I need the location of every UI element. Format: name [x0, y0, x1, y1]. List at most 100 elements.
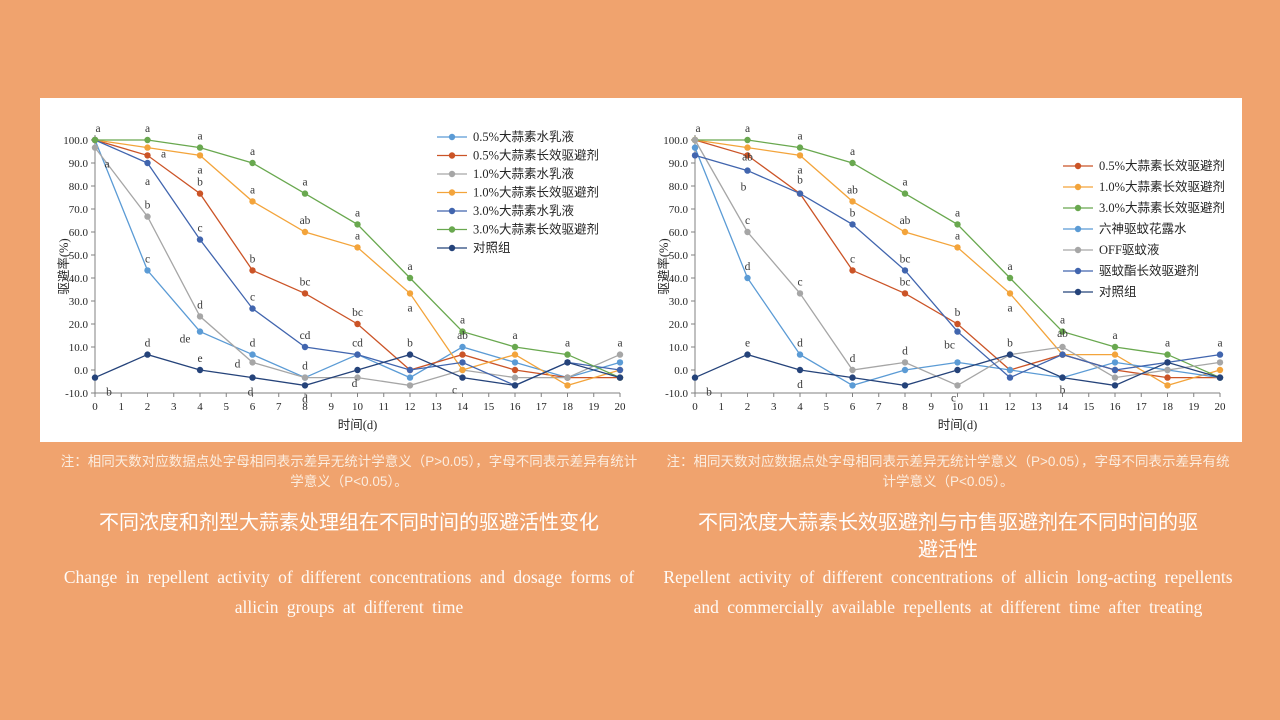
data-point [1164, 366, 1171, 374]
legend-marker-dot [448, 244, 456, 252]
data-point [459, 366, 466, 374]
x-tick-label: 20 [1215, 401, 1227, 413]
legend-label: 对照组 [473, 241, 511, 255]
y-tick-label: 0.0 [674, 365, 688, 377]
x-tick-label: 1 [719, 401, 725, 413]
data-point [249, 305, 256, 312]
significance-letter: a [955, 230, 960, 242]
data-point [691, 144, 699, 151]
data-point [796, 152, 804, 159]
x-tick-label: 18 [562, 401, 574, 413]
data-point [1216, 366, 1224, 374]
significance-letter: d [302, 393, 308, 405]
x-tick-label: 8 [302, 401, 308, 413]
data-point [144, 152, 151, 159]
legend-marker-dot [1074, 267, 1082, 275]
y-tick-label: 20.0 [669, 319, 689, 331]
significance-letter: a [850, 146, 855, 158]
data-point [91, 374, 99, 381]
data-point [849, 374, 856, 381]
significance-letter: b [407, 338, 413, 350]
right-title-english: Repellent activity of different concentr… [663, 567, 1233, 617]
legend-marker-dot [1074, 225, 1082, 233]
significance-letter: b [850, 207, 856, 219]
data-point [196, 190, 204, 197]
x-tick-label: 1 [119, 401, 125, 413]
data-point [849, 366, 856, 374]
data-point [744, 228, 751, 236]
significance-letter: b [1060, 385, 1066, 397]
legend-marker-dot [448, 226, 456, 233]
y-tick-label: 40.0 [69, 273, 89, 285]
data-point [954, 366, 961, 374]
significance-letter: b [106, 387, 112, 399]
significance-letter: a [617, 338, 622, 350]
data-point [564, 382, 571, 389]
data-point [691, 374, 699, 381]
significance-letter: b [250, 253, 256, 265]
significance-letter: d [235, 358, 241, 370]
significance-letter: a [407, 302, 412, 314]
significance-letter: ab [457, 330, 468, 342]
data-point [406, 374, 414, 381]
right-caption: 注：相同天数对应数据点处字母相同表示差异无统计学意义（P>0.05），字母不同表… [662, 452, 1234, 682]
x-tick-label: 11 [978, 401, 989, 413]
x-tick-label: 9 [329, 401, 335, 413]
x-tick-label: 0 [692, 401, 698, 413]
data-point [901, 366, 909, 374]
y-tick-label: 80.0 [69, 181, 89, 193]
series-line [695, 139, 1221, 379]
x-tick-label: 6 [850, 401, 856, 413]
data-point [744, 152, 751, 159]
legend-marker-dot [448, 152, 456, 159]
data-point [1059, 351, 1066, 358]
x-tick-label: 16 [1110, 401, 1122, 413]
significance-letter: e [197, 353, 202, 365]
significance-letter: d [250, 338, 256, 350]
data-point [1111, 343, 1119, 351]
legend-label: 驱蚊酯长效驱避剂 [1099, 263, 1199, 278]
series-line [94, 147, 621, 387]
data-point [144, 351, 151, 358]
data-point [954, 244, 961, 251]
significance-letter: a [355, 207, 360, 219]
y-tick-label: 60.0 [669, 227, 689, 239]
data-point [196, 144, 204, 151]
legend-marker-dot [448, 189, 456, 196]
data-point [1164, 351, 1171, 358]
x-tick-label: 19 [1188, 401, 1200, 413]
significance-letter: d [352, 378, 358, 390]
data-point [616, 351, 624, 358]
left-caption: 注：相同天数对应数据点处字母相同表示差异无统计学意义（P>0.05），字母不同表… [60, 452, 638, 662]
data-point [901, 359, 909, 366]
significance-letter: a [955, 207, 960, 219]
y-tick-label: 30.0 [669, 296, 689, 308]
data-point [354, 366, 361, 374]
legend-marker-dot [448, 170, 456, 178]
significance-letter: a [197, 131, 202, 143]
series-line [694, 139, 1220, 379]
significance-letter: a [797, 131, 802, 143]
data-point [459, 343, 466, 351]
y-tick-label: 20.0 [69, 319, 89, 331]
significance-letter: ab [300, 215, 311, 227]
y-tick-label: -10.0 [65, 388, 88, 400]
right-note: 注：相同天数对应数据点处字母相同表示差异无统计学意义（P>0.05），字母不同表… [666, 454, 1230, 489]
data-point [511, 351, 519, 358]
y-axis-title: 驱避率(%) [56, 238, 71, 294]
significance-letter: b [145, 200, 151, 212]
y-tick-label: 70.0 [69, 204, 89, 216]
data-point [301, 290, 309, 297]
data-point [954, 328, 961, 335]
legend-label: 六神驱蚊花露水 [1099, 221, 1187, 236]
data-point [1111, 374, 1119, 381]
significance-letter: e [745, 338, 750, 350]
data-point [1006, 351, 1014, 358]
data-point [301, 228, 309, 236]
significance-letter: b [706, 387, 712, 399]
data-point [406, 274, 414, 282]
data-point [1006, 290, 1014, 297]
y-tick-label: 100.0 [663, 135, 688, 147]
data-point [354, 244, 361, 251]
